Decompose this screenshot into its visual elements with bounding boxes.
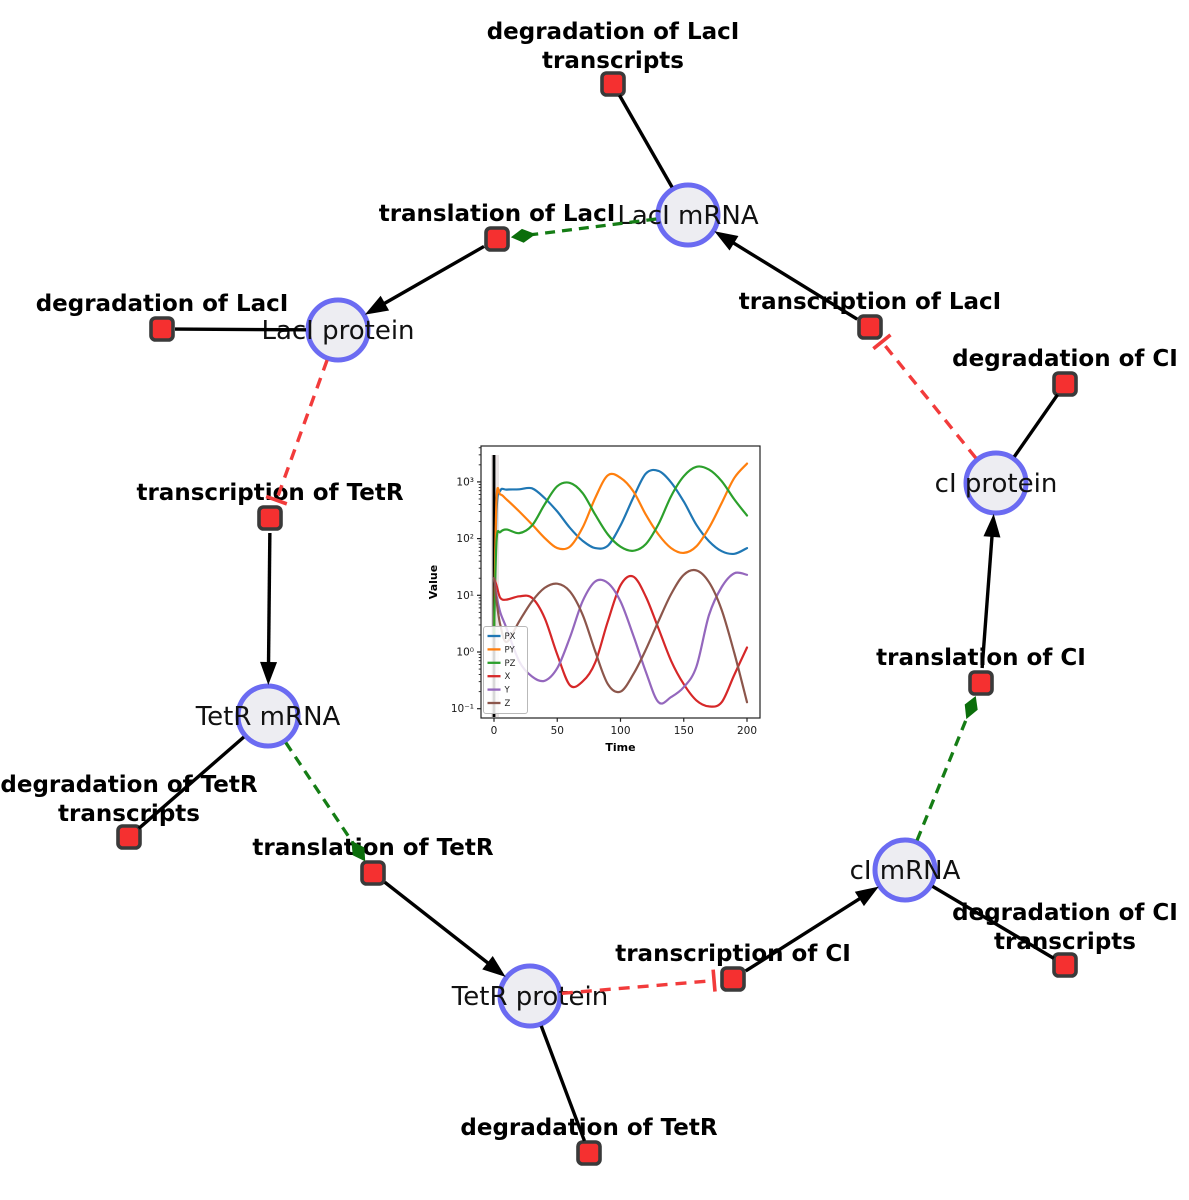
chart-x-tick-label: 150 <box>674 725 694 737</box>
species-label-ci-mrna: cI mRNA <box>850 856 961 886</box>
chart-legend-label-PY: PY <box>505 645 516 655</box>
chart-y-tick-label: 10⁻¹ <box>451 703 474 715</box>
edge-inhibition-ci-protein-transcription-laci <box>880 340 978 460</box>
chart-y-tick-label: 10¹ <box>456 590 474 602</box>
reaction-label-translation-laci: translation of LacI <box>379 201 616 227</box>
reaction-node-degradation-ci-transcripts[interactable] <box>1052 952 1078 978</box>
reaction-label-degradation-laci-transcripts-line2: transcripts <box>542 48 684 74</box>
edges-layer <box>137 94 1059 1142</box>
edge-product-translation-ci-ci-protein <box>980 528 995 669</box>
edge-product-translation-tetr-tetr-protein <box>383 880 495 969</box>
reaction-node-degradation-tetr-transcripts[interactable] <box>116 824 142 850</box>
tbar-edge-inhibition-laci-protein-transcription-tetr <box>265 494 288 506</box>
edge-product-transcription-tetr-tetr-mrna <box>266 532 272 671</box>
edge-product-transcription-laci-laci-mrna <box>726 237 859 321</box>
chart-series-PX <box>492 468 749 636</box>
edge-modifier-laci-mrna-translation-laci <box>532 217 657 237</box>
species-node-tetr-mrna[interactable] <box>235 683 301 749</box>
reaction-label-degradation-ci-transcripts-line1: degradation of CI <box>952 900 1178 926</box>
species-label-tetr-mrna: TetR mRNA <box>195 702 341 732</box>
reaction-label-transcription-laci: transcription of LacI <box>739 289 1002 315</box>
edge-reactant-ci-mrna-degradation-ci-transcripts <box>931 884 1055 960</box>
chart-x-tick-label: 100 <box>610 725 630 737</box>
reaction-node-degradation-ci[interactable] <box>1052 371 1078 397</box>
edge-reactant-laci-protein-degradation-laci <box>174 327 307 332</box>
edge-inhibition-laci-protein-transcription-tetr <box>274 359 329 501</box>
reaction-node-translation-tetr[interactable] <box>360 860 386 886</box>
diamond-arrowhead-edge-modifier-ci-mrna-translation-ci <box>964 695 978 720</box>
chart-legend-label-PX: PX <box>505 632 516 642</box>
reaction-label-translation-tetr: translation of TetR <box>252 835 493 861</box>
edge-inhibition-tetr-protein-transcription-ci <box>561 978 715 996</box>
reaction-node-degradation-laci-transcripts[interactable] <box>600 71 626 97</box>
chart-y-tick-label: 10² <box>456 533 474 545</box>
arrowhead-edge-product-transcription-tetr-tetr-mrna <box>260 661 278 686</box>
reaction-node-degradation-tetr[interactable] <box>576 1140 602 1166</box>
species-node-laci-mrna[interactable] <box>655 182 721 248</box>
edge-reactant-ci-protein-degradation-ci <box>1012 393 1059 458</box>
species-node-tetr-protein[interactable] <box>497 963 563 1029</box>
nodes-layer <box>116 71 1078 1166</box>
arrowhead-edge-product-transcription-ci-ci-mrna <box>854 886 879 907</box>
arrowhead-edge-product-transcription-laci-laci-mrna <box>714 231 739 251</box>
reaction-label-transcription-tetr: transcription of TetR <box>136 480 403 506</box>
chart-legend-label-Z: Z <box>505 699 511 709</box>
diamond-arrowhead-edge-modifier-laci-mrna-translation-laci <box>510 228 536 243</box>
reaction-label-transcription-ci: transcription of CI <box>615 941 851 967</box>
reaction-label-degradation-tetr-transcripts-line1: degradation of TetR <box>0 772 257 798</box>
reaction-label-degradation-tetr: degradation of TetR <box>460 1115 717 1141</box>
species-node-ci-mrna[interactable] <box>872 837 938 903</box>
diamond-arrowhead-edge-modifier-tetr-mrna-translation-tetr <box>351 840 366 862</box>
reaction-label-degradation-laci: degradation of LacI <box>36 291 289 317</box>
reaction-label-degradation-ci-transcripts-line2: transcripts <box>994 929 1136 955</box>
tbar-edge-inhibition-tetr-protein-transcription-ci <box>711 969 717 992</box>
chart-y-tick-label: 10⁰ <box>456 647 474 659</box>
reaction-node-transcription-laci[interactable] <box>857 314 883 340</box>
chart-legend-label-Y: Y <box>504 686 511 696</box>
chart-series-X <box>492 574 749 708</box>
chart-legend-label-PZ: PZ <box>505 659 516 669</box>
reaction-label-degradation-laci-transcripts-line1: degradation of LacI <box>487 19 740 45</box>
chart-y-axis-label: Value <box>427 565 440 599</box>
species-label-tetr-protein: TetR protein <box>451 982 608 1012</box>
chart-x-tick-label: 50 <box>551 725 564 737</box>
species-label-ci-protein: cI protein <box>935 469 1058 499</box>
arrowhead-edge-product-translation-tetr-tetr-protein <box>482 956 506 977</box>
chart-legend: PX PY PZ XYZ <box>483 626 528 714</box>
chart-x-axis-label: Time <box>605 741 635 754</box>
edge-modifier-tetr-mrna-translation-tetr <box>284 741 355 844</box>
arrowhead-edge-product-translation-laci-laci-protein <box>364 295 390 315</box>
reaction-label-degradation-ci: degradation of CI <box>952 346 1178 372</box>
species-label-laci-mrna: LacI mRNA <box>617 201 758 231</box>
edge-product-transcription-ci-ci-mrna <box>744 893 868 973</box>
species-node-laci-protein[interactable] <box>305 297 371 363</box>
reaction-label-degradation-tetr-transcripts-line2: transcripts <box>58 801 200 827</box>
chart-legend-label-X: X <box>505 672 511 682</box>
chart-x-tick-label: 200 <box>737 725 757 737</box>
species-node-ci-protein[interactable] <box>963 450 1029 516</box>
edge-reactant-tetr-protein-degradation-tetr <box>539 1025 587 1142</box>
edge-modifier-ci-mrna-translation-ci <box>915 715 969 841</box>
reaction-node-degradation-laci[interactable] <box>149 316 175 342</box>
tbar-edge-inhibition-ci-protein-transcription-laci <box>872 333 892 351</box>
edge-reactant-laci-mrna-degradation-laci-transcripts <box>617 94 674 189</box>
chart-series-PZ <box>492 465 749 636</box>
chart-y-tick-label: 10³ <box>456 476 474 488</box>
arrowhead-edge-product-translation-ci-ci-protein <box>983 513 1001 538</box>
reaction-node-transcription-ci[interactable] <box>720 966 746 992</box>
reaction-node-translation-ci[interactable] <box>968 670 994 696</box>
chart-series-PY <box>492 462 749 636</box>
edge-reactant-tetr-mrna-degradation-tetr-transcripts <box>137 735 245 830</box>
reaction-node-transcription-tetr[interactable] <box>257 505 283 531</box>
edge-product-translation-laci-laci-protein <box>377 244 485 309</box>
reaction-node-translation-laci[interactable] <box>484 226 510 252</box>
chart-x-tick-label: 0 <box>491 725 498 737</box>
